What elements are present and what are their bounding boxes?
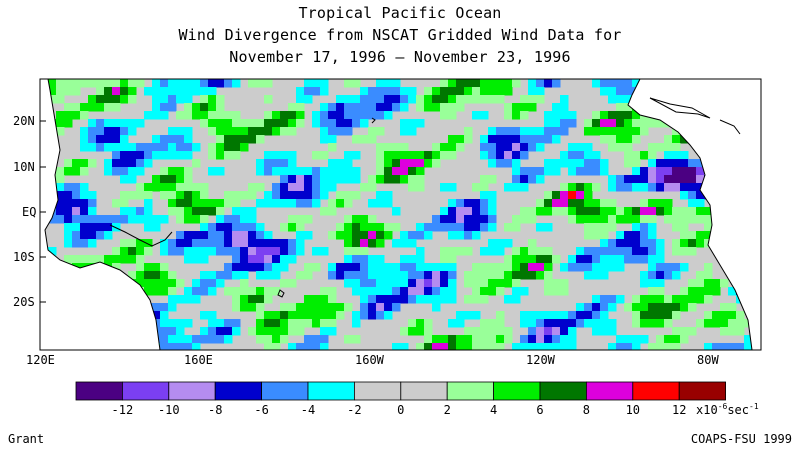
colorbar-tick-label: -6 [254,403,268,417]
plot-frame [39,78,762,351]
colorbar-swatch [214,381,262,401]
colorbar-tick-label: 0 [397,403,404,417]
colorbar-tick-label: 4 [490,403,497,417]
colorbar-swatch [168,381,216,401]
lat-label-10n: 10N [13,160,35,174]
lon-label-80w: 80W [697,353,719,367]
islands [109,97,741,298]
colorbar-swatch [493,381,541,401]
coastline [40,79,761,350]
colorbar-swatch [446,381,495,401]
colorbar-unit: x10-6sec-1 [696,402,759,417]
colorbar-swatch [539,381,587,401]
colorbar-swatch [75,381,123,401]
colorbar-tick-label: 12 [672,403,686,417]
colorbar-tick-label: -4 [301,403,315,417]
lat-label-10s: 10S [13,250,35,264]
credit-author: Grant [8,432,45,446]
colorbar-swatch [632,381,680,401]
lat-label-20s: 20S [13,295,35,309]
colorbar-tick-label: -2 [347,403,361,417]
colorbar-tick-label: 2 [444,403,451,417]
colorbar-swatch [586,381,634,401]
map-title-line1: Tropical Pacific Ocean [298,4,502,22]
colorbar-swatch [678,381,727,401]
latitude-axis: 20N 10N EQ 10S 20S [13,114,46,309]
lat-label-20n: 20N [13,114,35,128]
lon-label-160w: 160W [355,353,385,367]
map-title-line2: Wind Divergence from NSCAT Gridded Wind … [178,26,622,44]
colorbar-tick-label: 10 [626,403,640,417]
colorbar-tick-label: -12 [112,403,134,417]
colorbar-swatch [353,381,402,401]
colorbar-swatch [307,381,355,401]
colorbar-tick-label: -8 [208,403,222,417]
map-title-line3: November 17, 1996 – November 23, 1996 [229,48,571,66]
divergence-field [40,79,761,350]
longitude-axis: 120E 160E 160W 120W 80W [26,353,719,367]
lon-label-120w: 120W [526,353,556,367]
colorbar-tick-label: 8 [583,403,590,417]
lon-label-120e: 120E [26,353,55,367]
colorbar-tick-label: 6 [536,403,543,417]
colorbar-tick-label: -10 [158,403,180,417]
colorbar-swatch [122,381,170,401]
colorbar: -12 -10 -8 -6 -4 -2 0 2 4 6 8 10 12 x10-6sec-1 [75,381,759,417]
colorbar-swatch [261,381,309,401]
lon-label-160e: 160E [184,353,213,367]
colorbar-swatch [400,381,448,401]
credit-institution: COAPS-FSU 1999 [690,432,792,446]
lat-label-eq: EQ [22,205,36,219]
